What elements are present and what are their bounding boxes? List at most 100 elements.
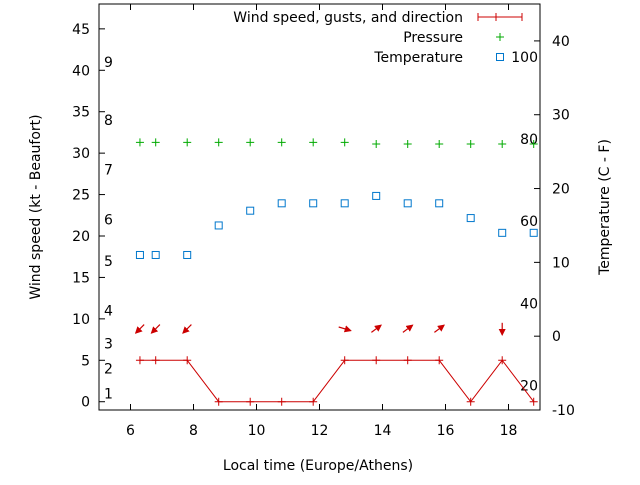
temperature-point [183,250,192,259]
wind-speed-point [466,397,475,406]
wind-speed-point [246,397,255,406]
legend-swatch-wind-marks [477,13,523,21]
series-layer [134,138,538,406]
temperature-point [277,199,286,208]
beaufort-label: 1 [104,386,113,402]
legend-label-temperature: Temperature [373,50,463,66]
pressure-point [435,140,444,149]
pressure-point [151,138,160,147]
fahrenheit-label: 40 [520,297,538,313]
pressure-point [309,138,318,147]
temperature-point [372,191,381,200]
beaufort-label: 3 [104,337,113,353]
wind-speed-point [183,356,192,365]
legend-swatch-temperature [496,53,504,61]
y2-tick-label: 0 [552,329,561,345]
pressure-point [498,140,507,149]
axes-layer: 6 8 10 12 14 16 18051015202530354045-100102030… [72,4,575,439]
y-tick-label: 10 [72,312,90,328]
wind-speed-point [309,397,318,406]
temperature-point [403,199,412,208]
beaufort-label: 7 [104,163,113,179]
beaufort-label: 9 [104,55,113,71]
wind-speed-point [277,397,286,406]
y-tick-label: 40 [72,63,90,79]
beaufort-label: 6 [104,212,113,228]
y2-tick-label: 20 [552,182,570,198]
y2-tick-label: 10 [552,255,570,271]
wind-direction-arrow [402,324,414,333]
y2-tick-label: 40 [552,34,570,50]
x-tick-label: 10 [248,423,266,439]
wind-speed-point [340,356,349,365]
temperature-point [466,214,475,223]
temperature-point [246,206,255,215]
x-tick-label: 16 [437,423,455,439]
x-tick-label: 8 [189,423,198,439]
plot-frame [98,3,541,411]
beaufort-label: 8 [104,113,113,129]
pressure-point [183,138,192,147]
wind-speed-point [151,356,160,365]
wind-direction-arrow [338,325,352,333]
fahrenheit-label: 20 [520,379,538,395]
y-tick-label: 0 [81,395,90,411]
wind-speed-point [372,356,381,365]
wind-speed-line [139,359,535,403]
pressure-point [277,138,286,147]
temperature-point [214,221,223,230]
wind-direction-arrow [150,324,161,334]
temperature-point [340,199,349,208]
x-tick-label: 14 [374,423,392,439]
pressure-point [529,140,538,149]
pressure-point [135,138,144,147]
wind-direction-arrow [371,324,382,333]
pressure-point [372,140,381,149]
y2-tick-label: -10 [552,403,575,419]
y-tick-label: 30 [72,146,90,162]
temperature-point [309,199,318,208]
x-tick-label: 18 [500,423,518,439]
fahrenheit-label: 60 [520,214,538,230]
y-tick-label: 35 [72,105,90,121]
temperature-point [498,228,507,237]
x-tick-label: 12 [311,423,329,439]
pressure-point [403,140,412,149]
wind-direction-arrow [434,324,445,333]
y2-tick-label: 30 [552,108,570,124]
fahrenheit-label: 80 [520,132,538,148]
pressure-point [340,138,349,147]
legend: Wind speed, gusts, and direction Pressure… [233,10,523,66]
y2-axis-label: Temperature (C - F) [597,139,613,276]
temperature-point [151,250,160,259]
wind-speed-point [498,356,507,365]
pressure-point [246,138,255,147]
pressure-point [214,138,223,147]
y-tick-label: 15 [72,270,90,286]
x-tick-label: 6 [126,423,135,439]
temperature-point [135,250,144,259]
legend-label-pressure: Pressure [403,30,463,46]
wind-speed-point [135,356,144,365]
y-tick-label: 5 [81,353,90,369]
fahrenheit-label: 100 [511,50,538,66]
pressure-point [466,140,475,149]
beaufort-label: 2 [104,362,113,378]
x-axis-label: Local time (Europe/Athens) [223,458,413,474]
wind-direction-arrow [134,324,145,334]
legend-label-wind: Wind speed, gusts, and direction [233,10,463,26]
wind-direction-arrow [182,324,192,334]
temperature-point [529,228,538,237]
beaufort-label: 4 [104,304,113,320]
y-tick-label: 25 [72,188,90,204]
y-axis-label: Wind speed (kt - Beaufort) [28,114,44,299]
temperature-point [435,199,444,208]
beaufort-label: 5 [104,254,113,270]
wind-speed-point [403,356,412,365]
legend-swatch-pressure [496,33,504,41]
wind-speed-point [214,397,223,406]
y-tick-label: 20 [72,229,90,245]
wind-speed-point [435,356,444,365]
